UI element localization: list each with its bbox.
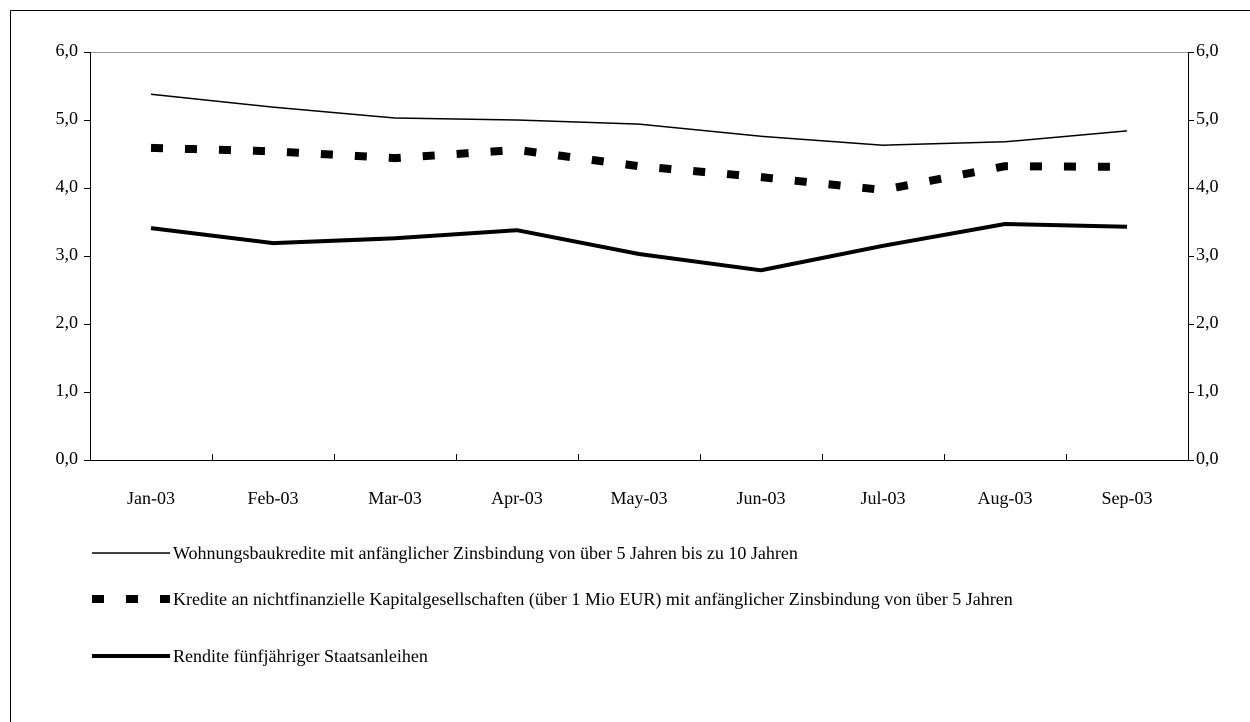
- y2-tick-label: 5,0: [1196, 108, 1219, 128]
- legend-label: Wohnungsbaukredite mit anfänglicher Zins…: [173, 543, 798, 563]
- x-tick-label: Apr-03: [491, 488, 543, 508]
- y-tick-label: 1,0: [56, 380, 79, 400]
- legend-label: Rendite fünfjähriger Staatsanleihen: [173, 646, 428, 666]
- y2-tick-label: 1,0: [1196, 380, 1219, 400]
- x-tick-label: Mar-03: [368, 488, 422, 508]
- y2-tick-label: 2,0: [1196, 312, 1219, 332]
- legend-label: Kredite an nichtfinanzielle Kapitalgesel…: [173, 589, 1013, 609]
- y2-tick-label: 0,0: [1196, 448, 1219, 468]
- y2-tick-label: 6,0: [1196, 40, 1219, 60]
- series-line: [150, 143, 1128, 194]
- y2-tick-label: 4,0: [1196, 176, 1219, 196]
- y-tick-label: 6,0: [56, 40, 79, 60]
- x-tick-label: Aug-03: [978, 488, 1033, 508]
- y-tick-label: 5,0: [56, 108, 79, 128]
- y-tick-label: 2,0: [56, 312, 79, 332]
- series-line: [150, 93, 1128, 146]
- y-tick-label: 4,0: [56, 176, 79, 196]
- series-line: [150, 222, 1128, 273]
- x-tick-label: Jun-03: [737, 488, 786, 508]
- x-tick-label: May-03: [611, 488, 668, 508]
- x-tick-label: Jan-03: [127, 488, 175, 508]
- x-tick-label: Jul-03: [861, 488, 906, 508]
- x-tick-label: Sep-03: [1102, 488, 1153, 508]
- x-tick-label: Feb-03: [248, 488, 299, 508]
- y-tick-label: 3,0: [56, 244, 79, 264]
- y-tick-label: 0,0: [56, 448, 79, 468]
- y2-tick-label: 3,0: [1196, 244, 1219, 264]
